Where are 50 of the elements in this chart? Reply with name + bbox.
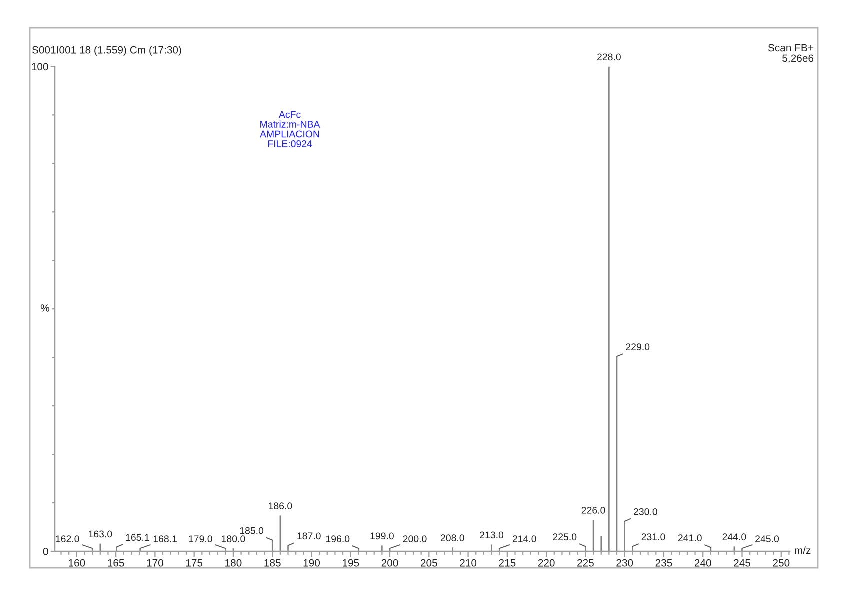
- x-axis-title: m/z: [795, 546, 811, 554]
- annotation: 241.0: [678, 534, 702, 542]
- annotation: AcFc Matriz:m-NBA AMPLIACION FILE:0924: [260, 111, 320, 148]
- x-tick-label: 225: [578, 559, 594, 567]
- annotation: 244.0: [722, 534, 746, 541]
- x-tick-label: 250: [773, 559, 790, 567]
- x-tick-label: 245: [734, 559, 751, 567]
- annotation: 214.0: [512, 536, 536, 543]
- x-tick-label: 160: [69, 559, 86, 567]
- x-tick-label: 180: [226, 559, 242, 567]
- annotation: 168.1: [154, 536, 178, 543]
- annotation: 186.0: [269, 502, 292, 510]
- x-tick-label: 230: [616, 559, 634, 567]
- y-tick-label: 100: [32, 63, 48, 71]
- x-tick-label: 200: [382, 559, 398, 567]
- x-tick-label: 190: [304, 559, 320, 567]
- annotation: 228.0: [598, 54, 621, 61]
- annotation: 199.0: [370, 532, 394, 540]
- chart-title: S001I001 18 (1.559) Cm (17:30): [32, 46, 182, 56]
- x-tick-label: 215: [499, 559, 516, 567]
- x-tick-label: 235: [656, 559, 672, 567]
- annotation: 231.0: [642, 534, 666, 541]
- x-tick-label: 240: [694, 559, 712, 567]
- annotation: 179.0: [189, 536, 212, 543]
- x-tick-label: 195: [342, 559, 360, 567]
- x-tick-label: 220: [538, 559, 555, 567]
- annotation: 213.0: [480, 532, 504, 539]
- annotation: 165.1: [126, 534, 150, 542]
- annotation: 229.0: [626, 344, 650, 351]
- text: Scan FB+ 5.26e6: [768, 44, 814, 62]
- annotation: 187.0: [298, 532, 321, 540]
- y-axis-title: %: [40, 304, 50, 312]
- annotation: 196.0: [326, 536, 350, 543]
- annotation: 226.0: [582, 507, 606, 514]
- annotation: 225.0: [553, 534, 577, 541]
- annotation: 163.0: [88, 530, 112, 538]
- x-tick-label: 165: [108, 559, 124, 567]
- annotation: 245.0: [756, 536, 780, 543]
- x-tick-label: 205: [420, 559, 438, 567]
- x-tick-label: 185: [264, 559, 281, 567]
- annotation: 230.0: [634, 508, 658, 516]
- annotation: 180.0: [222, 536, 246, 543]
- annotation: 208.0: [440, 534, 464, 542]
- x-tick-label: 210: [460, 559, 477, 567]
- annotation: 162.0: [56, 536, 80, 543]
- annotation: 185.0: [240, 527, 264, 534]
- x-tick-label: 175: [186, 560, 203, 567]
- annotation: 200.0: [403, 536, 427, 543]
- y-tick-label: 0: [43, 548, 48, 556]
- x-tick-label: 170: [147, 559, 164, 567]
